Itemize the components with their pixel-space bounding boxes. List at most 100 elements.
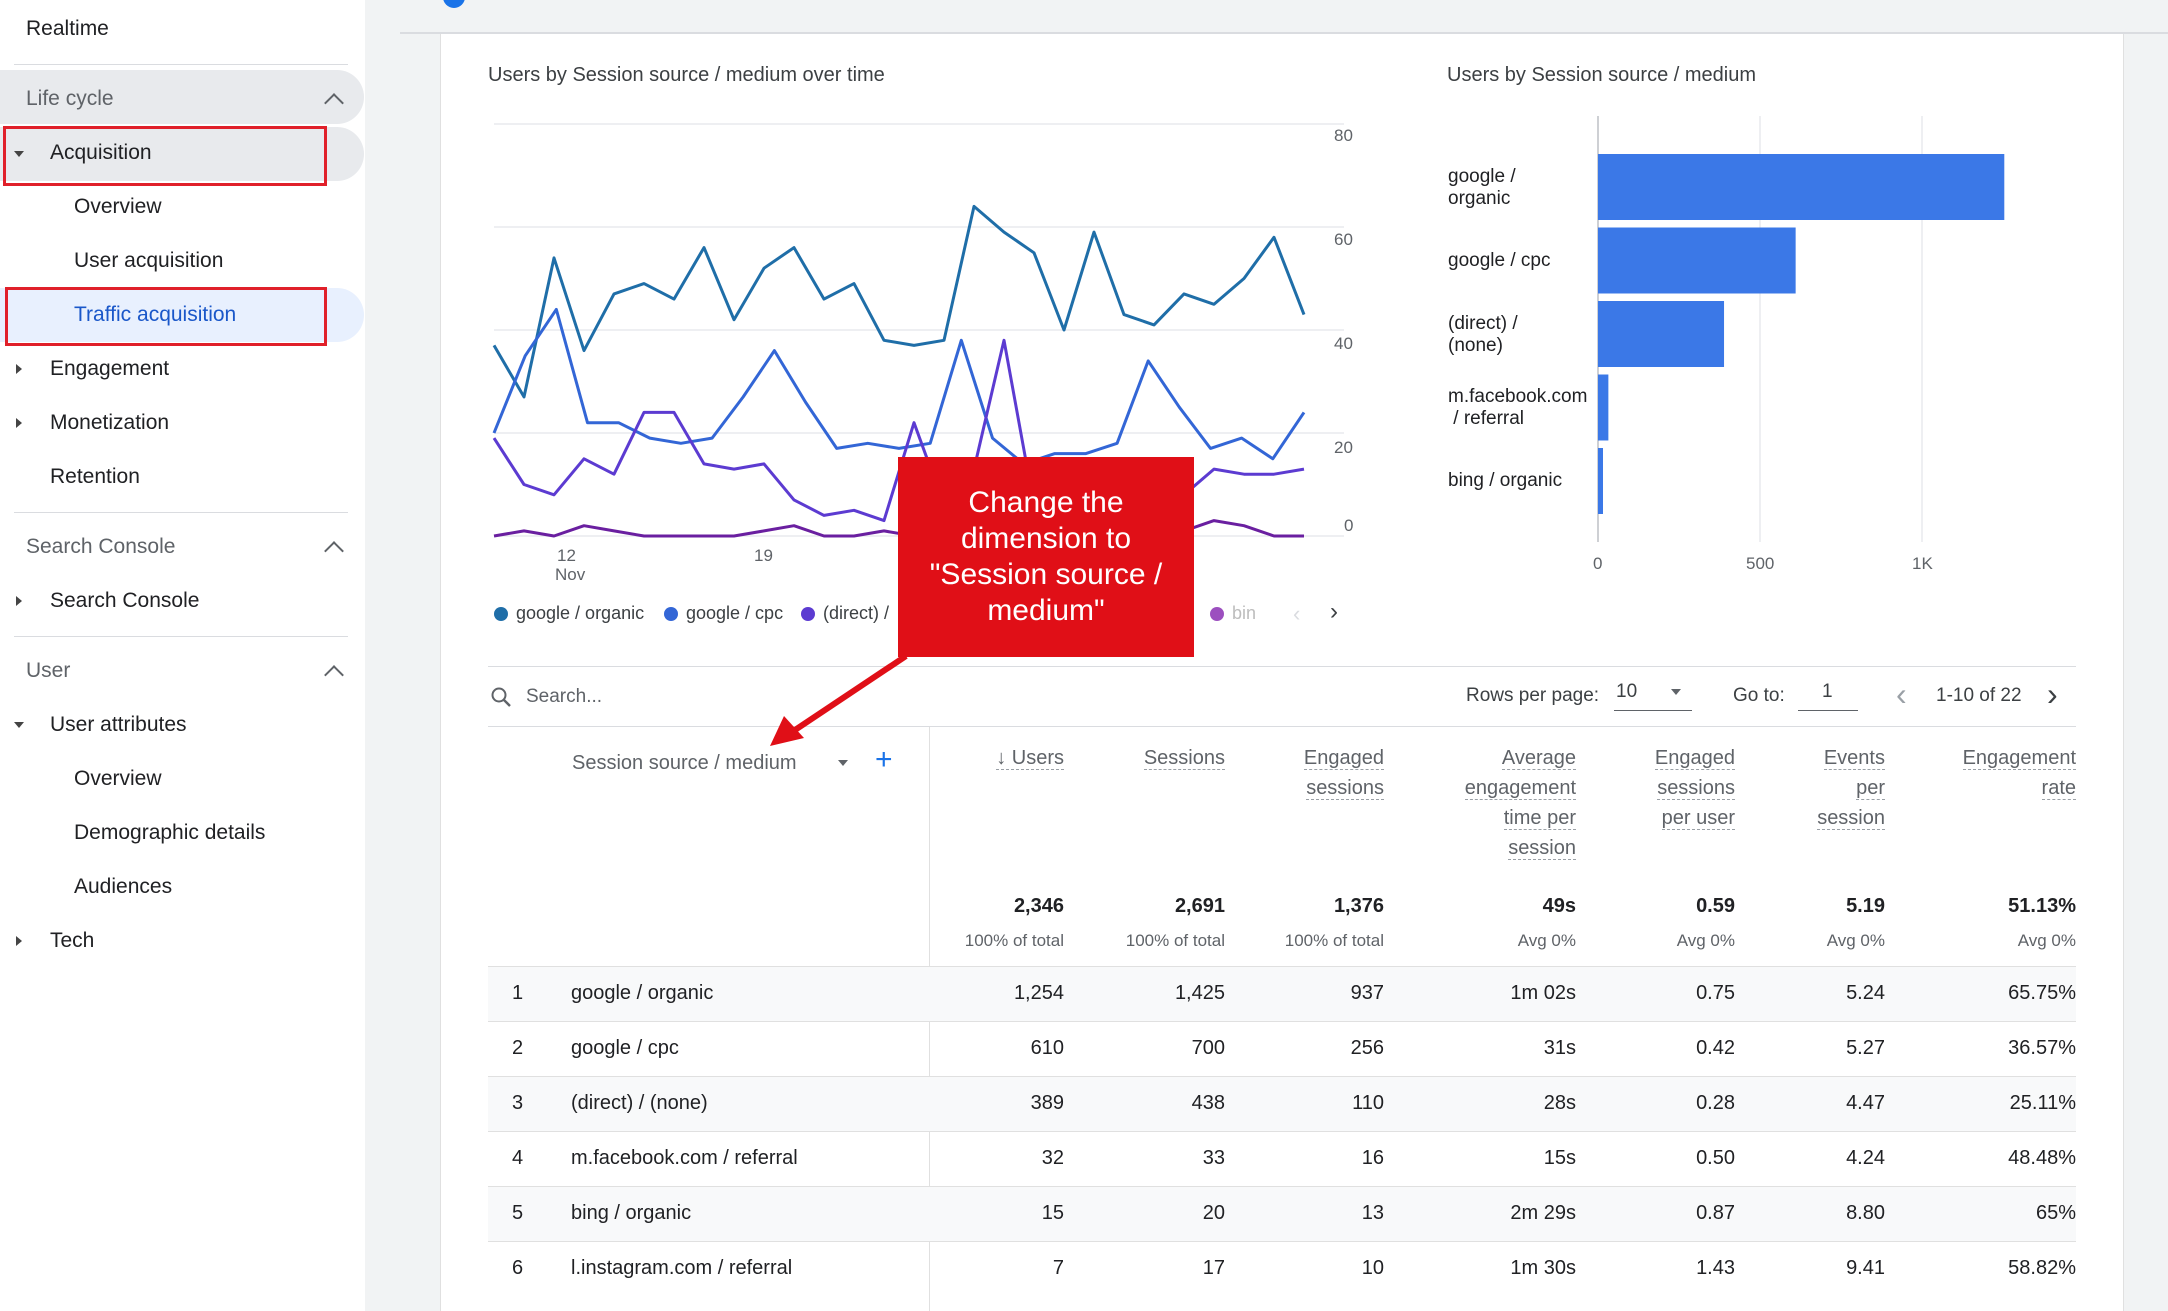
nav-overview[interactable]: Overview (74, 195, 162, 218)
caret-down-icon[interactable] (14, 722, 24, 728)
row-value: 5.24 (1846, 982, 1885, 1004)
nav-user-acquisition[interactable]: User acquisition (74, 249, 224, 272)
traffic-acquisition-bg (0, 288, 364, 342)
annotation-callout: Change the dimension to "Session source … (898, 457, 1194, 657)
header-engaged-sessions-per-user[interactable]: Engaged sessions per user (1654, 743, 1735, 833)
nav-acquisition[interactable]: Acquisition (50, 141, 152, 164)
legend-bing[interactable]: bin (1210, 603, 1256, 624)
legend-dot (664, 606, 678, 621)
row-dimension[interactable]: m.facebook.com / referral (571, 1147, 798, 1169)
nav-monetization[interactable]: Monetization (50, 411, 170, 434)
dimension-selector[interactable]: Session source / medium (572, 752, 797, 774)
row-value: 20 (1202, 1202, 1225, 1224)
row-dimension[interactable]: l.instagram.com / referral (571, 1257, 793, 1279)
header-avg-engagement-time[interactable]: Average engagement time per session (1464, 743, 1576, 863)
table-row[interactable]: 1 google / organic 1,254 1,425 937 1m 02s 0.75… (488, 966, 2076, 1022)
bar-label: google / organic (1448, 166, 1516, 210)
bar[interactable] (1598, 227, 1796, 294)
row-value: 0.87 (1696, 1202, 1735, 1224)
row-value: 2m 29s (1510, 1202, 1576, 1224)
nav-user-attributes[interactable]: User attributes (50, 713, 187, 736)
legend-direct[interactable]: (direct) / (801, 603, 889, 624)
row-dimension[interactable]: google / cpc (571, 1037, 679, 1059)
series-line (492, 307, 1306, 466)
row-index: 2 (512, 1037, 524, 1059)
dropdown-arrow-icon[interactable] (1671, 689, 1681, 695)
caret-right-icon[interactable] (16, 364, 22, 374)
search-input[interactable]: Search... (526, 686, 603, 707)
table-row[interactable]: 3 (direct) / (none) 389 438 110 28s 0.28 4.47 25… (488, 1076, 2076, 1132)
rows-per-page-select[interactable] (1614, 678, 1692, 711)
bar[interactable] (1598, 154, 2005, 220)
chevron-up-icon[interactable] (324, 665, 344, 685)
callout-line: dimension to (960, 522, 1132, 555)
divider (14, 636, 348, 637)
section-search-console[interactable]: Search Console (26, 535, 176, 558)
header-text: Engagement (1962, 747, 2076, 770)
header-engagement-rate[interactable]: Engagement rate (1962, 743, 2076, 803)
row-dimension[interactable]: bing / organic (571, 1202, 692, 1224)
pagination-label: 1-10 of 22 (1936, 685, 2022, 706)
section-lifecycle[interactable]: Life cycle (26, 87, 114, 110)
x-tick: 19 (754, 546, 773, 565)
total-value: 1,376 (1333, 895, 1384, 917)
nav-demographic-details[interactable]: Demographic details (74, 821, 266, 844)
header-text: rate (2041, 777, 2076, 800)
table-row[interactable]: 2 google / cpc 610 700 256 31s 0.42 5.27 36.57% (488, 1021, 2076, 1077)
chevron-up-icon[interactable] (324, 541, 344, 561)
table-row[interactable]: 6 l.instagram.com / referral 7 17 10 1m 30s 1.… (488, 1241, 2076, 1297)
legend-google-cpc[interactable]: google / cpc (664, 603, 783, 624)
caret-down-icon[interactable] (14, 151, 24, 157)
legend-dot (494, 606, 508, 621)
prev-page-icon[interactable]: ‹ (1896, 676, 1907, 712)
table-row[interactable]: 4 m.facebook.com / referral 32 33 16 15s 0.50 4… (488, 1131, 2076, 1187)
y-tick: 60 (1334, 230, 1353, 249)
divider (488, 726, 2076, 727)
bar[interactable] (1598, 374, 1609, 441)
date-icon[interactable] (443, 0, 465, 8)
caret-right-icon[interactable] (16, 418, 22, 428)
legend-dot (801, 606, 815, 621)
legend-next-icon[interactable]: › (1330, 598, 1338, 625)
nav-search-console[interactable]: Search Console (50, 589, 200, 612)
nav-ua-overview[interactable]: Overview (74, 767, 162, 790)
row-dimension[interactable]: google / organic (571, 982, 714, 1004)
bar-label-line: google / cpc (1448, 250, 1551, 271)
table-row[interactable]: 5 bing / organic 15 20 13 2m 29s 0.87 8.80 65% (488, 1186, 2076, 1242)
add-dimension-icon[interactable]: + (875, 743, 893, 776)
row-value: 256 (1350, 1037, 1384, 1059)
nav-engagement[interactable]: Engagement (50, 357, 170, 380)
row-value: 32 (1041, 1147, 1064, 1169)
x-tick: 500 (1746, 554, 1775, 573)
header-sessions[interactable]: Sessions (1143, 743, 1225, 773)
caret-right-icon[interactable] (16, 936, 22, 946)
header-events-per-session[interactable]: Events per session (1817, 743, 1885, 833)
row-index: 1 (512, 982, 524, 1004)
row-value: 28s (1543, 1092, 1576, 1114)
bar[interactable] (1598, 448, 1603, 514)
nav-realtime[interactable]: Realtime (26, 17, 109, 40)
bar-label-line: (none) (1448, 335, 1503, 356)
caret-right-icon[interactable] (16, 596, 22, 606)
legend-prev-icon[interactable]: ‹ (1293, 601, 1301, 626)
legend-google-organic[interactable]: google / organic (494, 603, 644, 624)
bar[interactable] (1598, 301, 1725, 367)
nav-retention[interactable]: Retention (50, 465, 140, 488)
total-subtext: Avg 0% (2017, 931, 2076, 950)
highlight-box (5, 287, 327, 346)
search-icon (491, 687, 511, 707)
rows-per-page-label: Rows per page: (1466, 685, 1600, 706)
goto-input[interactable] (1798, 678, 1858, 711)
nav-audiences[interactable]: Audiences (74, 875, 173, 898)
bar-label: bing / organic (1448, 470, 1562, 492)
dimension-dropdown-icon[interactable] (838, 760, 848, 766)
nav-traffic-acquisition[interactable]: Traffic acquisition (74, 303, 237, 326)
x-tick: 12 (557, 546, 576, 565)
divider (488, 666, 2076, 667)
nav-tech[interactable]: Tech (50, 929, 95, 952)
header-users[interactable]: ↓ Users (996, 743, 1064, 773)
row-dimension[interactable]: (direct) / (none) (571, 1092, 708, 1114)
header-engaged-sessions[interactable]: Engaged sessions (1303, 743, 1384, 803)
section-user[interactable]: User (26, 659, 71, 682)
next-page-icon[interactable]: › (2047, 676, 2058, 712)
